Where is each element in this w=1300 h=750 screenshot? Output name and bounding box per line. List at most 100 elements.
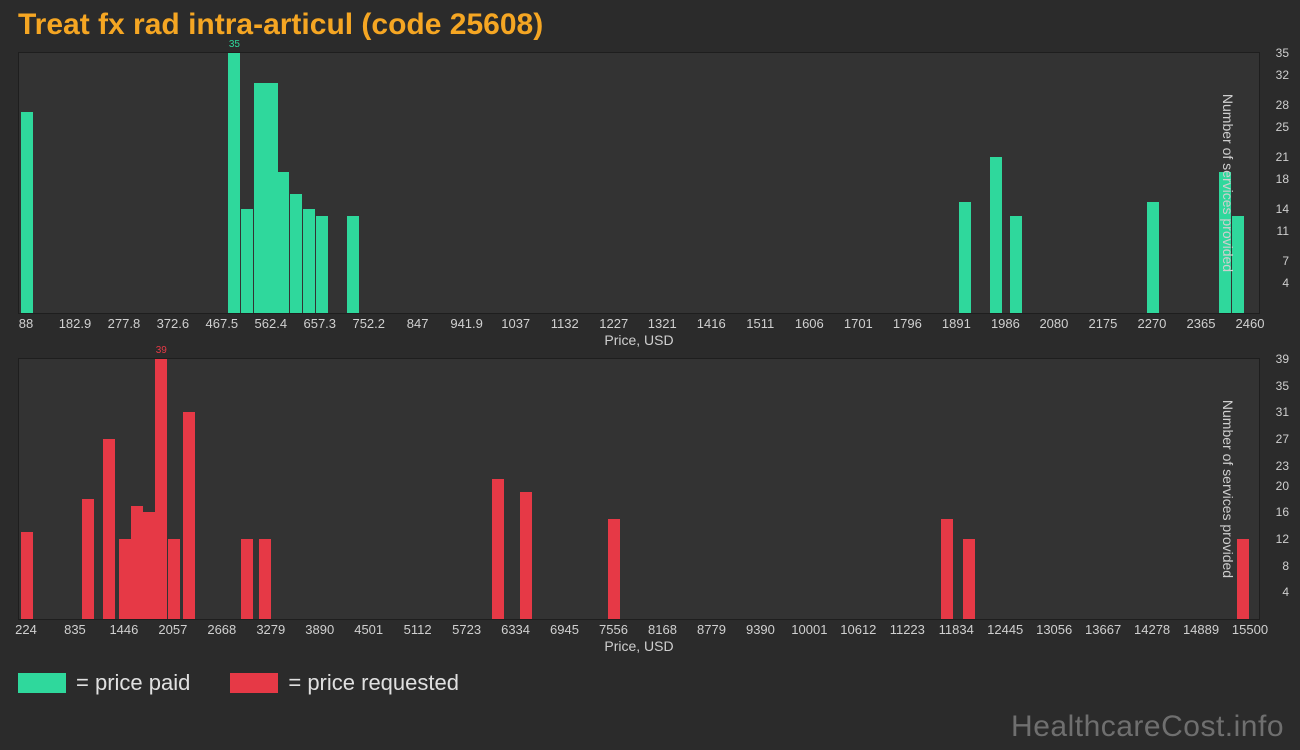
x-tick: 12445	[987, 622, 1023, 637]
x-tick: 11223	[890, 622, 925, 637]
bar	[1147, 202, 1159, 313]
x-tick: 752.2	[352, 316, 385, 331]
x-tick: 1321	[648, 316, 677, 331]
x-tick: 2460	[1236, 316, 1265, 331]
x-tick: 11834	[939, 622, 974, 637]
x-tick: 277.8	[108, 316, 141, 331]
legend-item-requested: = price requested	[230, 670, 459, 696]
x-tick: 562.4	[255, 316, 288, 331]
bar	[241, 209, 253, 313]
x-tick: 941.9	[450, 316, 483, 331]
y-tick: 25	[1261, 120, 1289, 134]
chart2-x-ticks: 2248351446205726683279389045015112572363…	[18, 620, 1260, 636]
x-tick: 5723	[452, 622, 481, 637]
bar	[941, 519, 953, 619]
chart1-x-label: Price, USD	[18, 332, 1260, 348]
bar	[303, 209, 315, 313]
bar	[254, 83, 266, 313]
x-tick: 372.6	[157, 316, 190, 331]
y-tick: 16	[1261, 505, 1289, 519]
bar-label: 35	[219, 39, 249, 50]
y-tick: 27	[1261, 432, 1289, 446]
bar: 35	[228, 53, 240, 313]
x-tick: 6334	[501, 622, 530, 637]
x-tick: 5112	[404, 622, 432, 637]
x-tick: 2175	[1088, 316, 1117, 331]
bar	[963, 539, 975, 619]
x-tick: 1701	[844, 316, 873, 331]
y-tick: 31	[1261, 405, 1289, 419]
x-tick: 835	[64, 622, 86, 637]
bar	[143, 512, 155, 619]
chart2-y-label: Number of services provided	[1220, 400, 1236, 578]
chart1-plot-area: 35 471114182125283235 Number of services…	[18, 52, 1260, 314]
legend-item-paid: = price paid	[18, 670, 190, 696]
x-tick: 2270	[1137, 316, 1166, 331]
chart2-y-ticks: 481216202327313539	[1261, 359, 1289, 619]
x-tick: 8168	[648, 622, 677, 637]
y-tick: 18	[1261, 172, 1289, 186]
bar	[959, 202, 971, 313]
chart2-plot-area: 39 481216202327313539 Number of services…	[18, 358, 1260, 620]
x-tick: 4501	[354, 622, 383, 637]
y-tick: 32	[1261, 68, 1289, 82]
y-tick: 21	[1261, 150, 1289, 164]
x-tick: 15500	[1232, 622, 1268, 637]
y-tick: 12	[1261, 532, 1289, 546]
bar	[347, 216, 359, 313]
bar	[1010, 216, 1022, 313]
chart1-y-label: Number of services provided	[1220, 94, 1236, 272]
bar	[990, 157, 1002, 313]
y-tick: 7	[1261, 254, 1289, 268]
legend-label-requested: = price requested	[288, 670, 459, 696]
bar: 39	[155, 359, 167, 619]
x-tick: 1037	[501, 316, 530, 331]
bar	[21, 532, 33, 619]
bar	[259, 539, 271, 619]
x-tick: 8779	[697, 622, 726, 637]
x-tick: 14889	[1183, 622, 1219, 637]
y-tick: 4	[1261, 585, 1289, 599]
y-tick: 28	[1261, 98, 1289, 112]
bar	[608, 519, 620, 619]
y-tick: 35	[1261, 46, 1289, 60]
x-tick: 6945	[550, 622, 579, 637]
x-tick: 2668	[207, 622, 236, 637]
x-tick: 224	[15, 622, 37, 637]
bar	[290, 194, 302, 313]
x-tick: 1986	[991, 316, 1020, 331]
y-tick: 20	[1261, 479, 1289, 493]
bar-label: 39	[146, 345, 176, 356]
x-tick: 10001	[791, 622, 827, 637]
bar	[21, 112, 33, 313]
legend-swatch-paid	[18, 673, 66, 693]
bar	[241, 539, 253, 619]
bar	[277, 172, 289, 313]
y-tick: 11	[1261, 224, 1289, 238]
bar	[82, 499, 94, 619]
x-tick: 1416	[697, 316, 726, 331]
x-tick: 13667	[1085, 622, 1121, 637]
y-tick: 4	[1261, 276, 1289, 290]
bar	[520, 492, 532, 619]
y-tick: 14	[1261, 202, 1289, 216]
chart1-y-ticks: 471114182125283235	[1261, 53, 1289, 313]
x-tick: 2365	[1187, 316, 1216, 331]
chart-price-requested: 39 481216202327313539 Number of services…	[18, 358, 1260, 654]
bar	[183, 412, 195, 619]
x-tick: 2080	[1039, 316, 1068, 331]
bar	[1237, 539, 1249, 619]
x-tick: 1132	[551, 316, 579, 331]
y-tick: 23	[1261, 459, 1289, 473]
page-title: Treat fx rad intra-articul (code 25608)	[0, 0, 1300, 48]
bar	[131, 506, 143, 619]
x-tick: 182.9	[59, 316, 92, 331]
x-tick: 847	[407, 316, 429, 331]
x-tick: 1891	[942, 316, 971, 331]
y-tick: 39	[1261, 352, 1289, 366]
bar	[266, 83, 278, 313]
watermark: HealthcareCost.info	[1011, 710, 1284, 744]
bar	[103, 439, 115, 619]
x-tick: 13056	[1036, 622, 1072, 637]
chart-price-paid: 35 471114182125283235 Number of services…	[18, 52, 1260, 348]
